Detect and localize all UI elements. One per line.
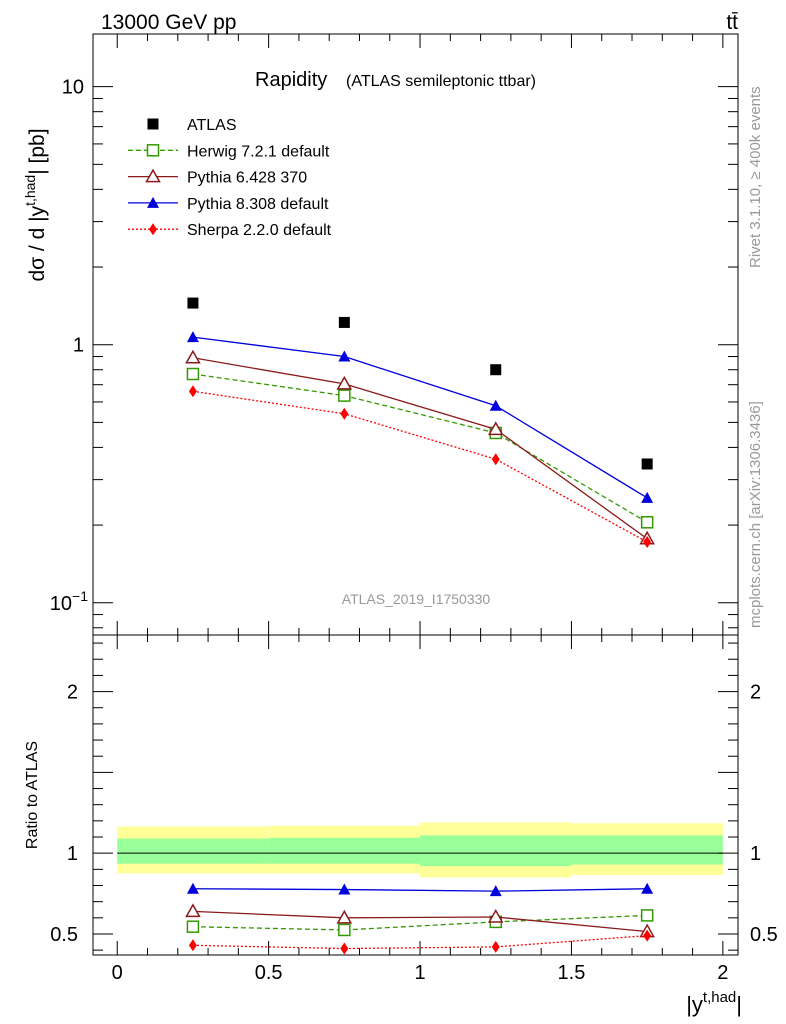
data-point-atlas — [187, 297, 199, 309]
ratio-point-pythia-8-308-default — [186, 882, 199, 894]
x-tick-label: 1.5 — [558, 962, 586, 984]
data-point-pythia-8-308-default — [338, 350, 351, 362]
plot-title: Rapidity — [255, 69, 327, 91]
y-tick-label: 10−1 — [50, 588, 88, 615]
ratio-band-inner — [420, 835, 572, 867]
main-y-axis-label-sup: t,had — [22, 175, 38, 206]
ratio-point-pythia-6-428-370 — [185, 903, 201, 918]
series-line-sherpa-2-2-0-default — [192, 390, 648, 543]
ratio-band-inner — [571, 835, 723, 865]
x-tick-label: 1 — [414, 962, 425, 984]
series-line-pythia-8-308-default — [192, 336, 648, 499]
main-y-axis-label-end: | [pb] — [26, 128, 49, 174]
legend-marker-pythia-6-428-370 — [145, 168, 161, 183]
y-tick-label: 10 — [62, 77, 84, 99]
mcplots-reference-label: mcplots.cern.ch [arXiv:1306.3436] — [747, 401, 764, 628]
collision-energy-label: 13000 GeV pp — [101, 11, 236, 34]
x-axis-label-sup: t,had — [703, 989, 736, 1006]
main-y-axis-label: dσ / d |yt,had| [pb] — [22, 128, 49, 281]
ratio-point-herwig-7-2-1-default — [186, 920, 200, 933]
x-tick-label: 2 — [717, 962, 728, 984]
rivet-version-label: Rivet 3.1.10, ≥ 400k events — [747, 86, 764, 268]
data-point-pythia-6-428-370 — [336, 375, 353, 390]
main-y-axis-label-text: dσ / d |y — [26, 205, 49, 281]
data-point-sherpa-2-2-0-default — [491, 453, 500, 466]
ratio-line-herwig-7-2-1-default — [192, 914, 648, 931]
ratio-line-pythia-6-428-370 — [192, 910, 648, 933]
plot-subtitle: (ATLAS semileptonic ttbar) — [346, 73, 536, 90]
ratio-point-sherpa-2-2-0-default — [188, 939, 197, 952]
series-line-pythia-6-428-370 — [192, 357, 648, 540]
data-point-atlas — [338, 316, 350, 328]
legend-label-herwig-7-2-1-default: Herwig 7.2.1 default — [187, 143, 330, 160]
ratio-y-tick-label-right: 1 — [750, 843, 761, 865]
ratio-point-herwig-7-2-1-default — [338, 923, 351, 937]
ratio-point-pythia-6-428-370 — [336, 909, 353, 924]
y-tick-label-exp: −1 — [72, 588, 88, 604]
legend: ATLAS Herwig 7.2.1 default Pythia 6.428 37… — [128, 117, 332, 239]
main-panel-series — [185, 297, 655, 548]
process-label: tt̄ — [726, 11, 738, 34]
ratio-point-pythia-8-308-default — [641, 882, 654, 894]
x-axis-label-end: | — [736, 992, 742, 1017]
data-point-herwig-7-2-1-default — [338, 389, 351, 402]
ratio-uncertainty-bands — [117, 822, 723, 878]
x-tick-label: 0 — [112, 962, 123, 984]
watermark-label: ATLAS_2019_I1750330 — [342, 591, 491, 607]
series-line-herwig-7-2-1-default — [192, 373, 648, 523]
data-point-pythia-8-308-default — [489, 399, 502, 411]
legend-label-sherpa-2-2-0-default: Sherpa 2.2.0 default — [187, 222, 332, 239]
data-point-pythia-6-428-370 — [487, 421, 504, 436]
x-tick-label: 0.5 — [255, 962, 283, 984]
data-point-pythia-8-308-default — [186, 331, 199, 343]
y-tick-label: 1 — [73, 335, 84, 357]
data-point-herwig-7-2-1-default — [640, 516, 654, 529]
ratio-point-pythia-8-308-default — [338, 883, 351, 895]
ratio-point-pythia-8-308-default — [489, 885, 502, 897]
ratio-y-tick-label-left: 2 — [67, 682, 78, 704]
legend-marker-herwig-7-2-1-default — [146, 144, 160, 157]
legend-label-pythia-8-308-default: Pythia 8.308 default — [187, 196, 329, 213]
legend-marker-atlas — [147, 118, 159, 130]
data-point-sherpa-2-2-0-default — [340, 407, 349, 420]
legend-marker-sherpa-2-2-0-default — [149, 223, 157, 236]
data-point-sherpa-2-2-0-default — [188, 385, 197, 398]
data-point-sherpa-2-2-0-default — [643, 535, 652, 548]
x-axis-label-text: |y — [686, 992, 703, 1017]
ratio-line-pythia-8-308-default — [192, 888, 648, 892]
ratio-y-axis-label: Ratio to ATLAS — [24, 741, 41, 849]
data-point-herwig-7-2-1-default — [186, 367, 200, 381]
ratio-y-tick-label-right: 0.5 — [750, 924, 778, 946]
ratio-y-tick-label-left: 0.5 — [50, 924, 78, 946]
data-point-atlas — [641, 458, 653, 470]
x-axis-label: |yt,had| — [686, 989, 742, 1017]
ratio-panel-series — [117, 852, 723, 955]
legend-label-pythia-6-428-370: Pythia 6.428 370 — [187, 170, 307, 187]
ratio-point-sherpa-2-2-0-default — [643, 929, 652, 942]
ratio-point-herwig-7-2-1-default — [640, 909, 654, 922]
data-point-atlas — [490, 364, 502, 376]
ratio-panel-frame — [92, 634, 739, 956]
ratio-point-pythia-6-428-370 — [487, 908, 504, 923]
legend-marker-pythia-8-308-default — [147, 196, 159, 208]
ratio-y-tick-label-right: 2 — [750, 682, 761, 704]
legend-label-atlas: ATLAS — [187, 117, 237, 134]
ratio-point-sherpa-2-2-0-default — [340, 942, 349, 955]
ratio-y-tick-label-left: 1 — [67, 843, 78, 865]
ratio-point-sherpa-2-2-0-default — [491, 940, 500, 953]
data-point-pythia-6-428-370 — [185, 349, 201, 364]
ratio-band-inner — [268, 837, 421, 864]
ratio-band-inner — [117, 838, 269, 864]
data-point-pythia-8-308-default — [641, 491, 654, 503]
y-tick-label-base: 10 — [50, 593, 72, 615]
ratio-panel-axis: 0 0.5 1 1.5 2 0.5 0.5 1 1 2 2 — [50, 635, 778, 984]
